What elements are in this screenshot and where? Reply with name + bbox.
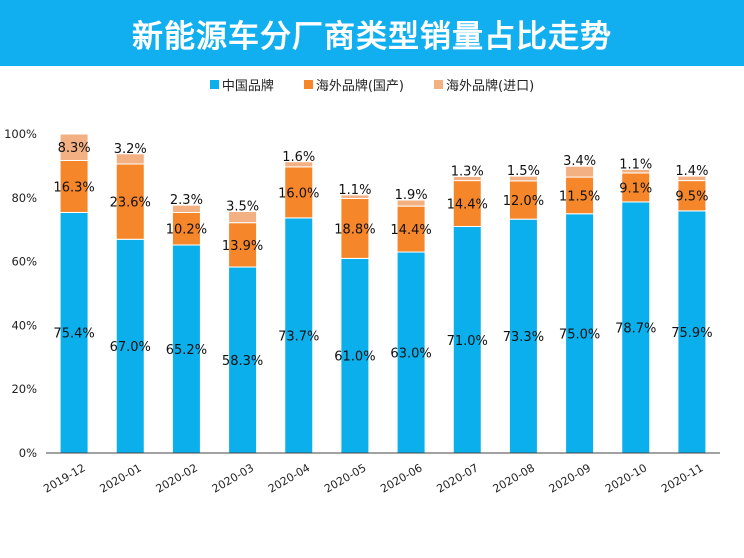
bar-segment bbox=[171, 211, 201, 246]
bar-segment bbox=[284, 161, 314, 168]
x-tick-label: 2020-03 bbox=[210, 461, 256, 495]
bar-segment bbox=[621, 201, 651, 454]
data-label: 1.1% bbox=[338, 183, 371, 198]
data-label: 3.2% bbox=[114, 142, 147, 157]
bar-segment bbox=[115, 163, 145, 240]
data-label: 2.3% bbox=[170, 193, 203, 208]
x-tick-label: 2019-12 bbox=[41, 461, 87, 495]
legend: 中国品牌 海外品牌(国产) 海外品牌(进口) bbox=[0, 74, 744, 94]
x-tick-label: 2020-04 bbox=[266, 461, 312, 495]
data-label: 16.0% bbox=[278, 186, 319, 201]
data-label: 14.4% bbox=[447, 198, 488, 213]
x-tick-label: 2020-05 bbox=[322, 461, 368, 495]
bar-segment bbox=[621, 172, 651, 203]
data-label: 1.9% bbox=[395, 188, 428, 203]
legend-item-overseas-domestic: 海外品牌(国产) bbox=[303, 74, 404, 94]
bar-segment bbox=[452, 226, 482, 454]
data-label: 1.4% bbox=[675, 164, 708, 179]
bar-segment bbox=[621, 168, 651, 174]
bar-segment bbox=[508, 175, 538, 182]
bar-segment bbox=[115, 153, 145, 165]
bar-segment bbox=[508, 218, 538, 454]
data-label: 73.7% bbox=[278, 329, 319, 344]
data-label: 10.2% bbox=[166, 223, 207, 238]
legend-item-overseas-import: 海外品牌(进口) bbox=[434, 74, 534, 94]
data-label: 1.1% bbox=[619, 157, 652, 172]
bar-segment bbox=[228, 222, 258, 268]
data-label: 71.0% bbox=[447, 334, 488, 349]
bar-segment bbox=[396, 205, 426, 253]
data-label: 73.3% bbox=[503, 330, 544, 345]
x-tick-label: 2020-07 bbox=[434, 461, 480, 495]
data-label: 75.0% bbox=[559, 327, 600, 342]
y-tick-label: 60% bbox=[11, 255, 37, 269]
bar-segment bbox=[59, 211, 89, 454]
bar-segment bbox=[396, 199, 426, 207]
bar-segment bbox=[171, 244, 201, 454]
bar-segment bbox=[677, 180, 707, 212]
data-label: 18.8% bbox=[334, 222, 375, 237]
data-label: 9.1% bbox=[619, 181, 652, 196]
data-label: 16.3% bbox=[53, 180, 94, 195]
legend-label-overseas-import: 海外品牌(进口) bbox=[446, 78, 535, 94]
x-tick-label: 2020-08 bbox=[491, 461, 537, 495]
data-label: 11.5% bbox=[559, 189, 600, 204]
bar-segment bbox=[59, 133, 89, 161]
x-tick-label: 2020-02 bbox=[154, 461, 200, 495]
legend-swatch-overseas-import bbox=[434, 79, 443, 89]
x-tick-label: 2020-10 bbox=[603, 461, 649, 495]
data-label: 23.6% bbox=[110, 196, 151, 211]
data-label: 1.5% bbox=[507, 164, 540, 179]
legend-swatch-overseas-domestic bbox=[303, 79, 313, 89]
data-label: 13.9% bbox=[222, 239, 263, 254]
bar-segment bbox=[677, 175, 707, 182]
bar-segment bbox=[340, 194, 370, 199]
data-label: 78.7% bbox=[615, 321, 656, 336]
x-tick-label: 2020-06 bbox=[378, 461, 424, 495]
data-label: 1.3% bbox=[451, 164, 484, 179]
x-tick-label: 2020-01 bbox=[97, 461, 143, 495]
y-tick-label: 0% bbox=[19, 446, 37, 460]
y-tick-label: 80% bbox=[11, 191, 37, 205]
data-label: 14.4% bbox=[390, 223, 431, 238]
data-label: 67.0% bbox=[110, 340, 151, 355]
data-label: 3.4% bbox=[563, 154, 596, 169]
legend-label-china: 中国品牌 bbox=[221, 78, 274, 94]
data-label: 75.4% bbox=[53, 327, 94, 342]
x-tick-label: 2020-09 bbox=[547, 461, 593, 495]
bar-segment bbox=[228, 211, 258, 224]
data-label: 75.9% bbox=[671, 326, 712, 341]
y-tick-label: 40% bbox=[11, 318, 37, 332]
title-bar: 新能源车分厂商类型销量占比走势 bbox=[0, 0, 744, 66]
data-label: 1.6% bbox=[282, 150, 315, 165]
bar-segment bbox=[396, 251, 426, 454]
legend-label-overseas-domestic: 海外品牌(国产) bbox=[315, 78, 404, 94]
bar-segment bbox=[171, 204, 201, 213]
legend-item-china: 中国品牌 bbox=[209, 74, 274, 94]
data-label: 61.0% bbox=[334, 350, 375, 365]
bar-segment bbox=[565, 165, 595, 178]
data-label: 3.5% bbox=[226, 200, 259, 215]
y-tick-label: 100% bbox=[4, 127, 37, 141]
x-tick-label: 2020-11 bbox=[659, 461, 705, 495]
bar-segment bbox=[508, 180, 538, 220]
y-tick-label: 20% bbox=[11, 382, 37, 396]
chart-title: 新能源车分厂商类型销量占比走势 bbox=[132, 18, 612, 55]
legend-swatch-china bbox=[209, 79, 219, 89]
data-label: 65.2% bbox=[166, 343, 207, 358]
data-label: 12.0% bbox=[503, 194, 544, 209]
data-label: 9.5% bbox=[675, 190, 708, 205]
data-label: 58.3% bbox=[222, 354, 263, 369]
bar-segment bbox=[452, 175, 482, 182]
data-label: 63.0% bbox=[390, 347, 431, 362]
data-label: 8.3% bbox=[58, 141, 91, 156]
bar-segment bbox=[452, 180, 482, 228]
